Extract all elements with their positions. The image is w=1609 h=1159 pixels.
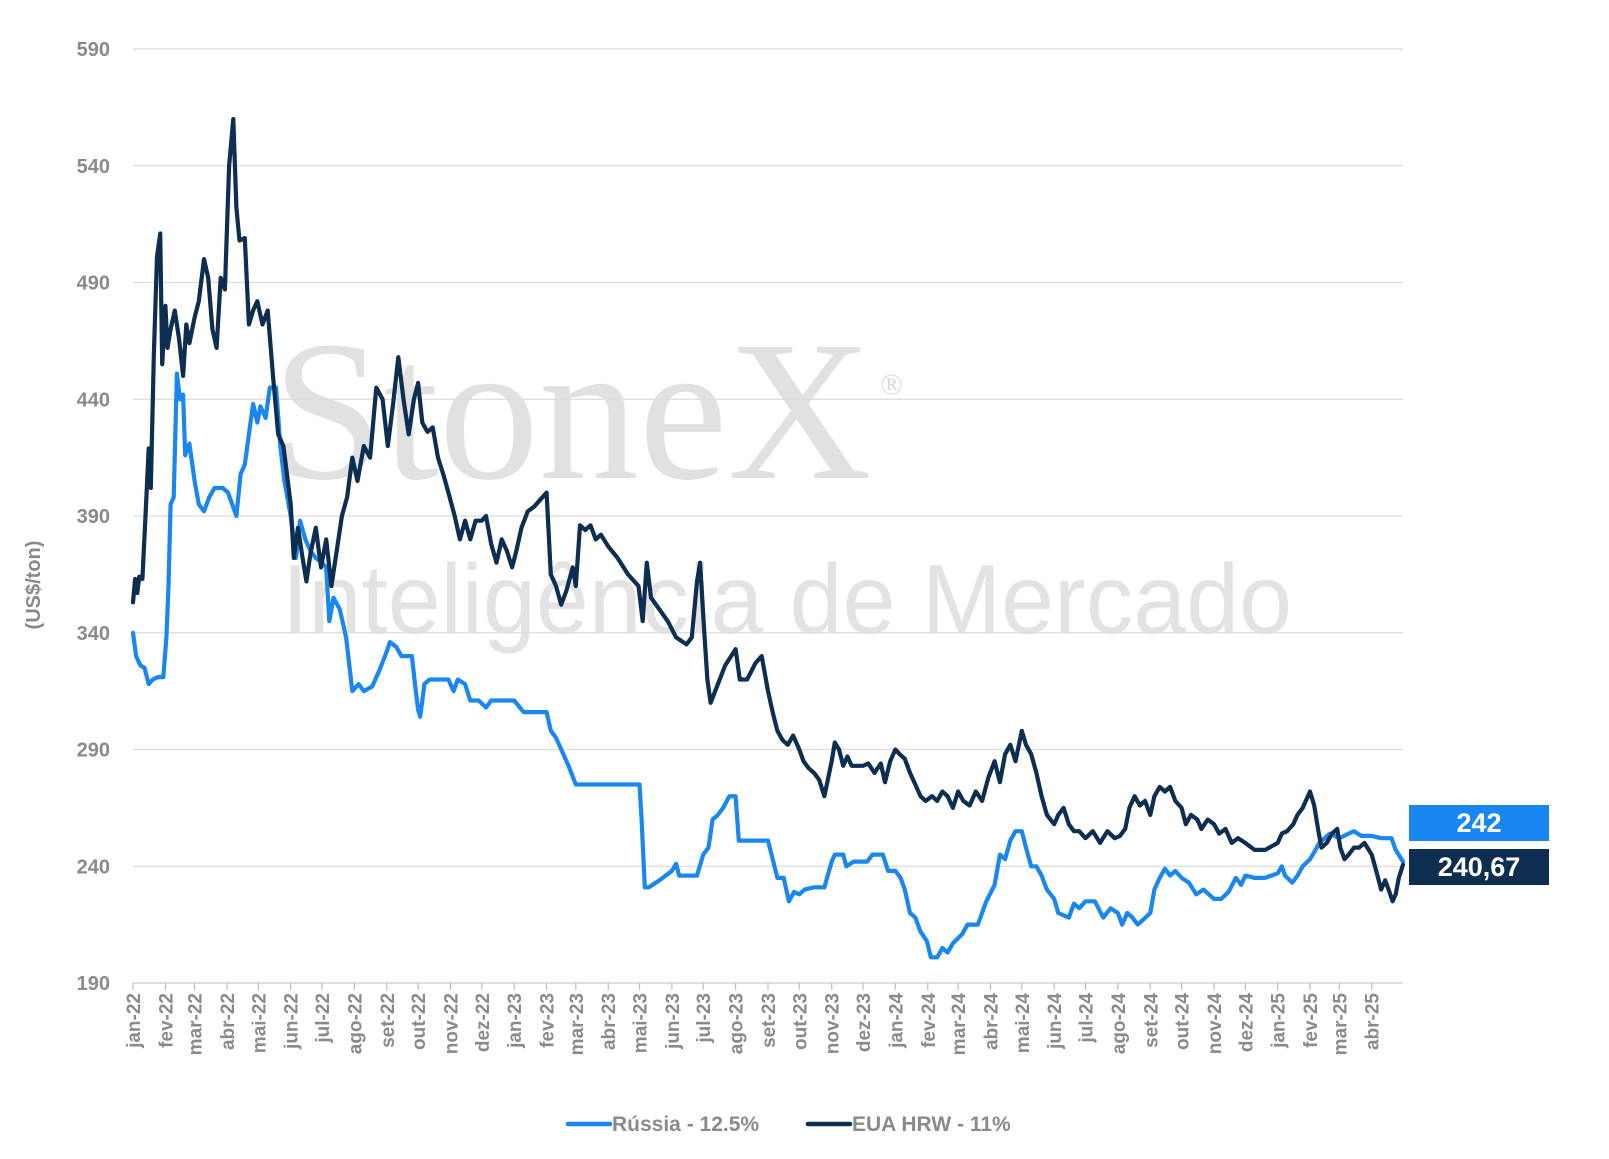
y-tick-label: 240 [77, 856, 110, 878]
watermark-registered-mark: ® [880, 368, 903, 401]
x-tick-label: jan-24 [886, 993, 907, 1049]
x-tick-label: ago-23 [727, 993, 748, 1054]
end-label-box [1409, 805, 1549, 841]
x-axis: jan-22 fev-22 mar-22 abr-22 mai-22 jun-22 jul-… [124, 982, 1403, 1056]
x-tick-label: ago-24 [1109, 993, 1130, 1055]
x-tick-label: out-22 [409, 993, 430, 1050]
x-tick-label: jan-23 [505, 993, 526, 1049]
x-tick-label: jul-22 [313, 993, 334, 1044]
x-tick-label: mar-22 [186, 993, 207, 1055]
x-tick-label: out-23 [790, 993, 811, 1050]
x-tick-label: set-22 [378, 993, 399, 1048]
y-tick-label: 340 [77, 623, 110, 645]
x-tick-label: jun-22 [282, 993, 303, 1050]
x-tick-label: dez-23 [854, 993, 875, 1052]
y-axis-label: (US$/ton) [23, 541, 45, 630]
x-tick-label: jun-23 [663, 993, 684, 1050]
y-tick-label: 540 [77, 156, 110, 178]
x-tick-label: set-24 [1141, 993, 1162, 1048]
x-tick-label: jul-24 [1077, 993, 1098, 1044]
x-tick-label: fev-23 [538, 993, 559, 1048]
x-tick-label: mai-24 [1013, 993, 1034, 1054]
legend: Rússia - 12.5% EUA HRW - 11% [565, 1113, 1011, 1136]
x-tick-label: mai-22 [249, 993, 270, 1053]
x-tick-label: nov-24 [1205, 993, 1226, 1055]
x-tick-label: fev-24 [919, 993, 940, 1048]
watermark-subtitle: Inteligência de Mercado [282, 544, 1292, 654]
series-lines [130, 116, 1406, 960]
x-tick-label: fev-25 [1301, 993, 1322, 1048]
x-tick-label: out-24 [1173, 993, 1194, 1050]
legend-label: EUA HRW - 11% [852, 1113, 1011, 1136]
end-value-labels: 242 240,67 [1409, 805, 1549, 885]
y-tick-label: 390 [77, 506, 110, 528]
y-tick-label: 490 [77, 273, 110, 295]
end-value-label: 240,67 [1438, 852, 1521, 882]
x-tick-label: abr-24 [981, 993, 1002, 1050]
x-tick-label: jun-24 [1045, 993, 1066, 1050]
x-tick-label: jan-25 [1269, 993, 1290, 1049]
x-tick-label: mar-24 [949, 993, 970, 1056]
series-line-usa-hrw [130, 116, 1406, 904]
watermark: StoneX ® Inteligência de Mercado [272, 301, 1292, 654]
y-tick-label: 440 [77, 389, 110, 411]
x-tick-label: mar-23 [567, 993, 588, 1055]
x-tick-label: ago-22 [345, 993, 366, 1054]
x-tick-label: fev-22 [156, 993, 177, 1048]
x-tick-label: nov-22 [442, 993, 463, 1054]
legend-label: Rússia - 12.5% [612, 1113, 759, 1136]
x-tick-label: nov-23 [823, 993, 844, 1054]
x-tick-label: jul-23 [694, 993, 715, 1044]
y-axis-tick-labels: 190 240 290 340 390 440 490 540 590 [77, 39, 110, 995]
y-tick-label: 590 [77, 39, 110, 61]
x-tick-label: abr-23 [599, 993, 620, 1050]
y-tick-label: 190 [77, 973, 110, 995]
y-tick-label: 290 [77, 740, 110, 762]
watermark-brand: StoneX [272, 301, 872, 522]
x-tick-label: mai-23 [631, 993, 652, 1053]
x-tick-label: dez-24 [1236, 993, 1257, 1053]
end-value-label: 242 [1456, 808, 1501, 838]
x-tick-label: jan-22 [124, 993, 145, 1049]
x-tick-label: abr-22 [218, 993, 239, 1050]
end-label-box [1409, 849, 1549, 885]
x-tick-label: abr-25 [1363, 993, 1384, 1050]
x-tick-label: set-23 [759, 993, 780, 1048]
x-tick-label: dez-22 [473, 993, 494, 1052]
x-tick-label: mar-25 [1330, 993, 1351, 1056]
